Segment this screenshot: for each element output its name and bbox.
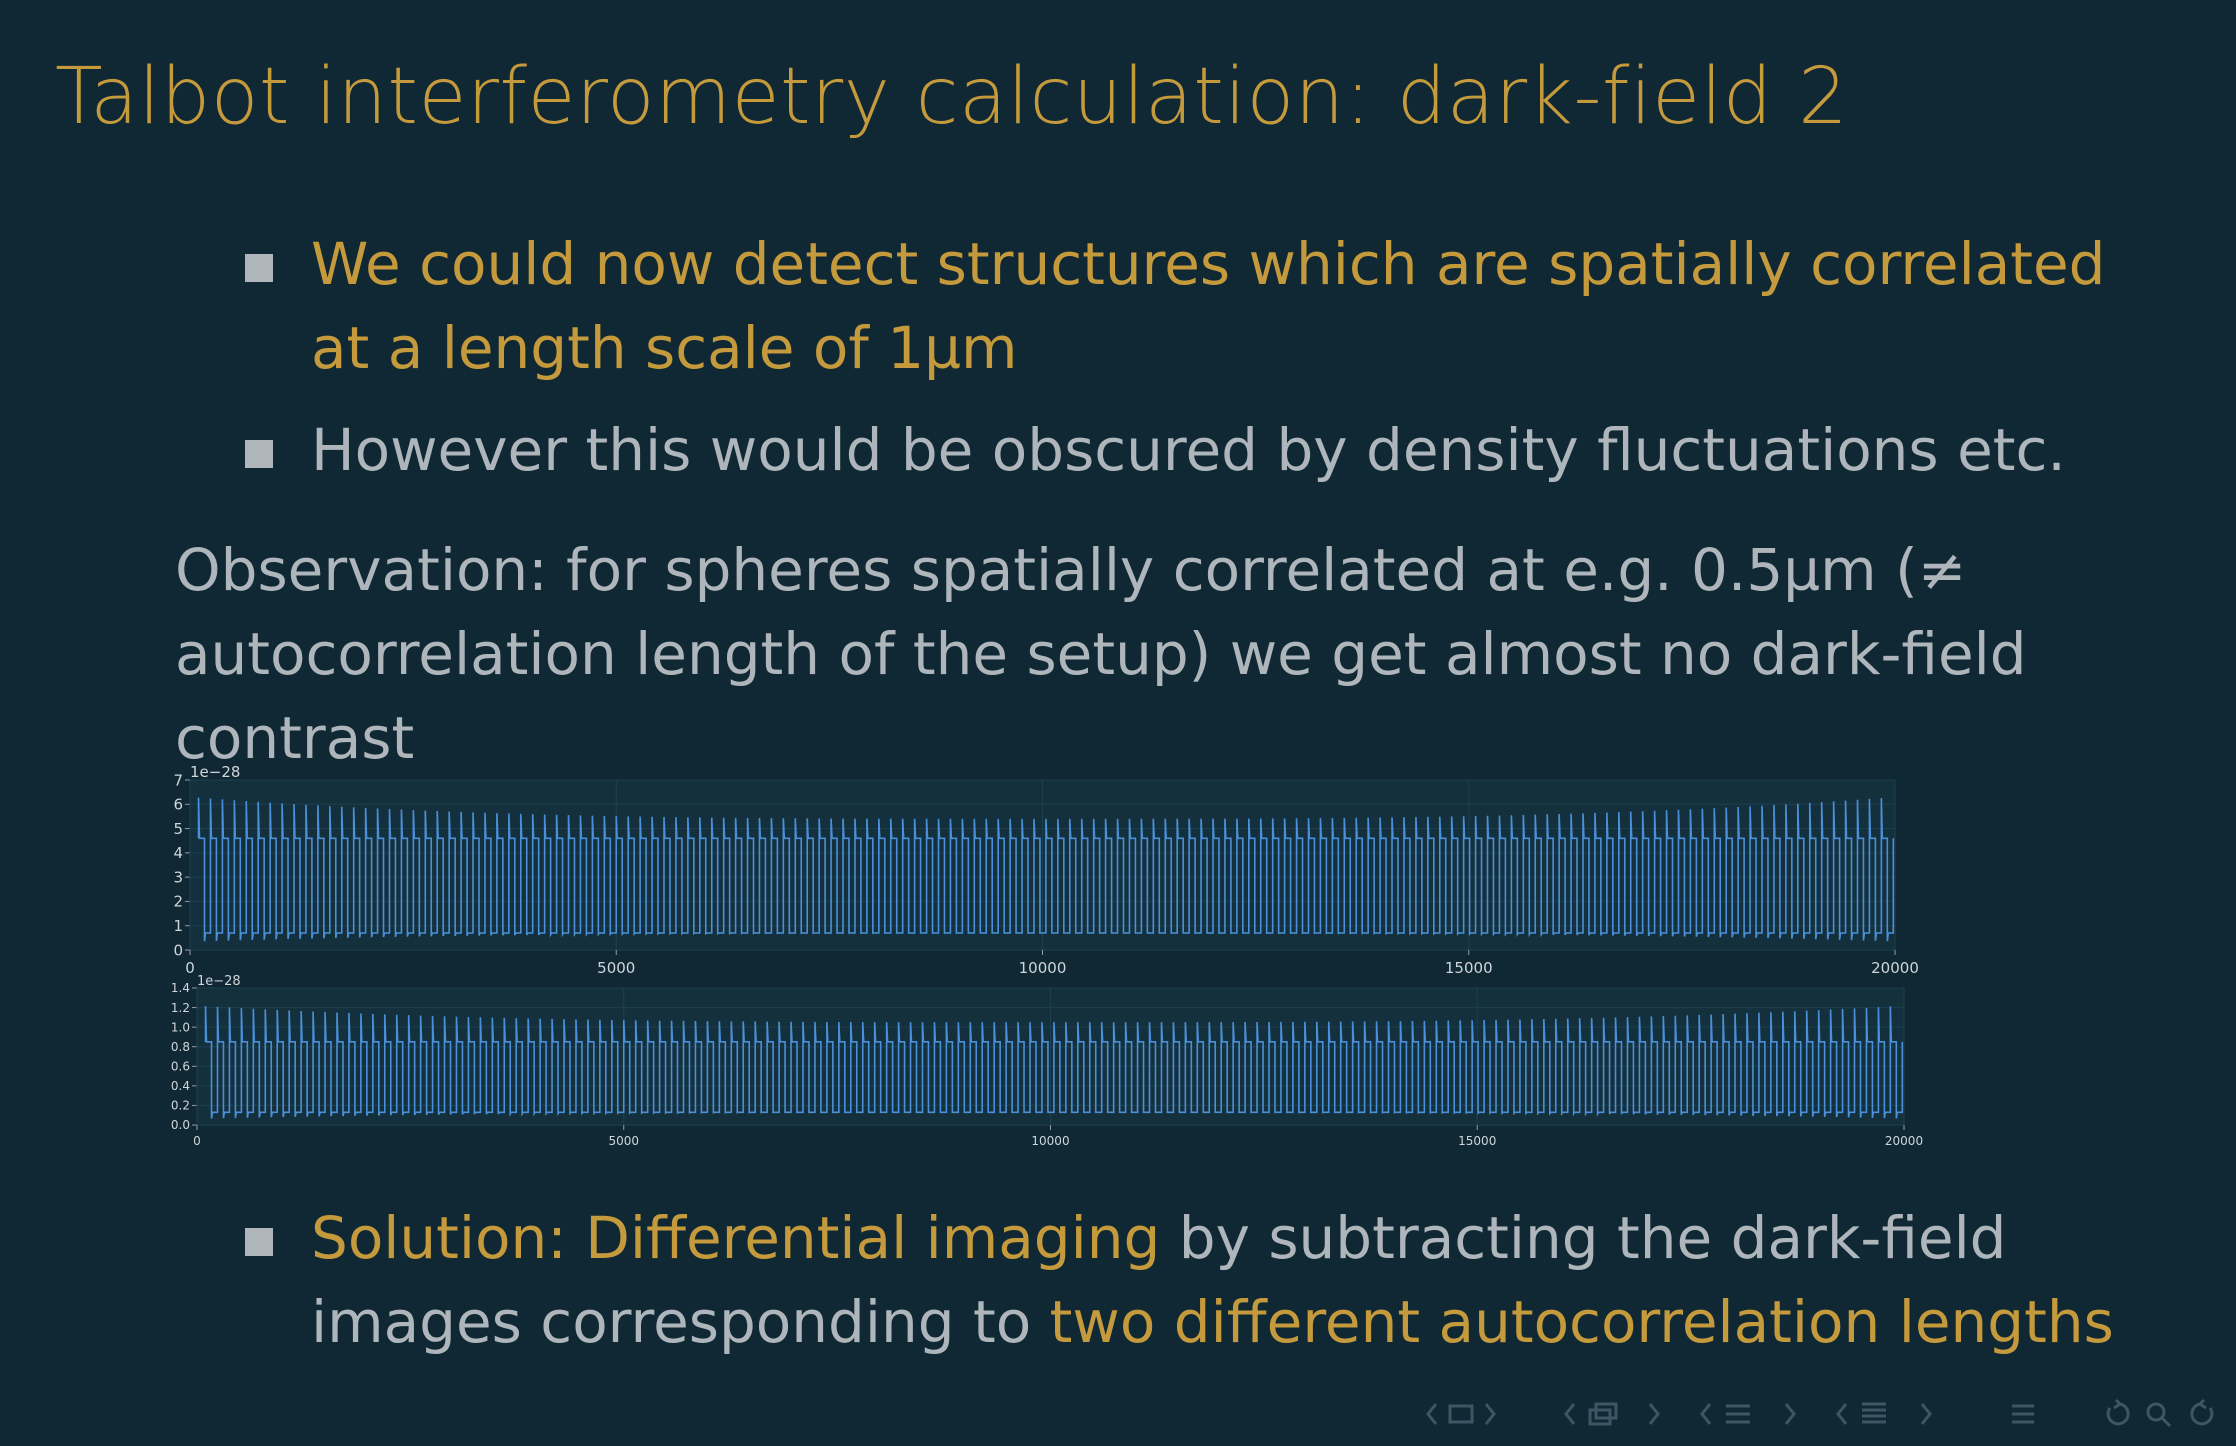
y-tick-label: 0.0 — [171, 1118, 190, 1132]
x-tick-label: 15000 — [1445, 959, 1493, 977]
bullet-square-icon — [245, 1228, 273, 1256]
nav-search-icon[interactable] — [2106, 1398, 2214, 1428]
nav-section-icon[interactable] — [1700, 1403, 1796, 1425]
x-tick-label: 20000 — [1885, 1134, 1923, 1148]
nav-subsection-icon[interactable] — [1564, 1402, 1660, 1426]
x-tick-label: 10000 — [1019, 959, 1067, 977]
signal-series-line — [204, 1006, 1904, 1119]
beamer-navigation — [1426, 1398, 2214, 1428]
y-tick-label: 0.4 — [171, 1079, 190, 1093]
x-tick-label: 10000 — [1031, 1134, 1069, 1148]
y-tick-label: 3 — [173, 868, 183, 886]
bullet-square-icon — [245, 440, 273, 468]
observation-paragraph: Observation: for spheres spatially corre… — [175, 528, 2027, 780]
y-tick-label: 4 — [173, 844, 183, 862]
observation-line-3: contrast — [175, 704, 415, 772]
y-tick-label: 1.4 — [171, 981, 190, 995]
slide-title: Talbot interferometry calculation: dark-… — [55, 52, 1849, 142]
plot-area — [197, 988, 1904, 1125]
solution-text-2: images corresponding to — [311, 1288, 1050, 1356]
bullet-1-line-1: We could now detect structures which are… — [311, 230, 2106, 298]
y-tick-label: 1.0 — [171, 1020, 190, 1034]
x-tick-label: 5000 — [597, 959, 635, 977]
y-tick-label: 0.6 — [171, 1059, 190, 1073]
x-tick-label: 20000 — [1871, 959, 1919, 977]
y-tick-label: 0.2 — [171, 1099, 190, 1113]
y-tick-label: 1 — [173, 917, 183, 935]
dark-field-chart-2: 0.0 0.2 0.4 0.6 0.8 1.0 1.2 1.4 0 5000 10000 15000 2… — [171, 974, 1923, 1148]
y-tick-label: 2 — [173, 893, 183, 911]
bullet-1-line-2: at a length scale of 1µm — [311, 314, 1018, 382]
scale-label: 1e−28 — [197, 974, 241, 989]
y-tick-label: 0.8 — [171, 1040, 190, 1054]
solution-text: by subtracting the dark-field — [1160, 1204, 2007, 1272]
observation-line-1: Observation: for spheres spatially corre… — [175, 536, 1967, 604]
x-tick-label: 0 — [193, 1134, 201, 1148]
x-tick-label: 15000 — [1458, 1134, 1496, 1148]
plot-area — [190, 780, 1895, 950]
nav-frame-icon[interactable] — [1426, 1403, 1496, 1425]
nav-toc-icon[interactable] — [2012, 1404, 2034, 1424]
solution-highlight-2: two different autocorrelation lengths — [1049, 1288, 2114, 1356]
y-tick-label: 0 — [173, 941, 183, 959]
nav-subsubsection-icon[interactable] — [1836, 1402, 1932, 1425]
y-tick-label: 5 — [173, 820, 183, 838]
bullet-2-line-1: However this would be obscured by densit… — [311, 416, 2066, 484]
observation-line-2: autocorrelation length of the setup) we … — [175, 620, 2027, 688]
signal-series-line — [197, 797, 1895, 942]
solution-highlight: Solution: Differential imaging — [311, 1204, 1161, 1272]
x-tick-label: 0 — [185, 959, 195, 977]
y-tick-label: 6 — [173, 796, 183, 814]
y-tick-label: 1.2 — [171, 1001, 190, 1015]
x-tick-label: 5000 — [608, 1134, 639, 1148]
bullet-square-icon — [245, 254, 273, 282]
